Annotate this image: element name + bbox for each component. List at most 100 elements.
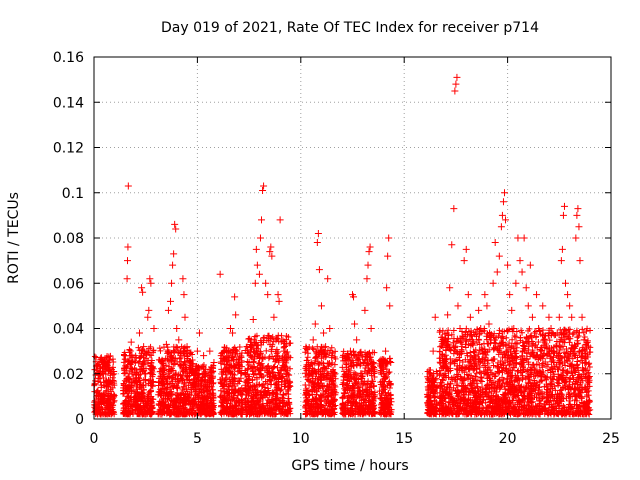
cluster-point xyxy=(135,359,142,366)
cluster-point xyxy=(208,368,215,375)
cluster-point xyxy=(174,389,181,396)
cluster-point xyxy=(191,383,198,390)
cluster-point xyxy=(175,411,182,418)
cluster-point xyxy=(131,357,138,364)
cluster-point xyxy=(165,349,172,356)
cluster-point xyxy=(192,387,199,394)
cluster-point xyxy=(109,356,116,363)
cluster-point xyxy=(110,399,117,406)
cluster-point xyxy=(234,380,241,387)
cluster-point xyxy=(159,357,166,364)
cluster-point xyxy=(184,388,191,395)
cluster-point xyxy=(171,397,178,404)
cluster-point xyxy=(131,401,138,408)
cluster-point xyxy=(98,401,105,408)
cluster-point xyxy=(155,379,162,386)
cluster-point xyxy=(95,361,102,368)
cluster-point xyxy=(125,379,132,386)
cluster-point xyxy=(210,379,217,386)
cluster-point xyxy=(201,378,208,385)
cluster-point xyxy=(138,353,145,360)
cluster-point xyxy=(101,358,108,365)
cluster-point xyxy=(106,380,113,387)
cluster-point xyxy=(108,411,115,418)
cluster-point xyxy=(163,381,170,388)
cluster-point xyxy=(149,383,156,390)
cluster-point xyxy=(147,365,154,372)
cluster-point xyxy=(210,411,217,418)
cluster-point xyxy=(185,394,192,401)
cluster-point xyxy=(180,383,187,390)
cluster-point xyxy=(125,408,132,415)
cluster-point xyxy=(188,389,195,396)
cluster-point xyxy=(129,366,136,373)
cluster-point xyxy=(124,411,131,418)
cluster-point xyxy=(124,400,131,407)
cluster-point xyxy=(206,382,213,389)
cluster-point xyxy=(131,380,138,387)
cluster-point xyxy=(158,378,165,385)
cluster-point xyxy=(170,361,177,368)
cluster-point xyxy=(103,387,110,394)
cluster-point xyxy=(134,398,141,405)
cluster-point xyxy=(168,365,175,372)
cluster-point xyxy=(174,344,181,351)
cluster-point xyxy=(169,358,176,365)
cluster-point xyxy=(149,373,156,380)
cluster-point xyxy=(164,350,171,357)
cluster-point xyxy=(120,380,127,387)
cluster-point xyxy=(120,359,127,366)
cluster-point xyxy=(158,358,165,365)
cluster-point xyxy=(162,355,169,362)
cluster-point xyxy=(157,386,164,393)
cluster-point xyxy=(167,400,174,407)
cluster-point xyxy=(182,391,189,398)
cluster-point xyxy=(139,346,146,353)
cluster-point xyxy=(180,405,187,412)
cluster-point xyxy=(138,347,145,354)
cluster-point xyxy=(91,353,98,360)
cluster-point xyxy=(140,404,147,411)
cluster-point xyxy=(110,371,117,378)
cluster-point xyxy=(179,386,186,393)
cluster-point xyxy=(157,373,164,380)
cluster-point xyxy=(123,375,130,382)
cluster-point xyxy=(122,397,129,404)
cluster-point xyxy=(133,383,140,390)
cluster-point xyxy=(143,351,150,358)
cluster-point xyxy=(171,398,178,405)
cluster-point xyxy=(146,410,153,417)
cluster-point xyxy=(139,361,146,368)
cluster-point xyxy=(136,354,143,361)
cluster-point xyxy=(157,347,164,354)
cluster-point xyxy=(198,389,205,396)
cluster-point xyxy=(217,387,224,394)
cluster-point xyxy=(135,404,142,411)
cluster-point xyxy=(141,394,148,401)
cluster-point xyxy=(155,410,162,417)
cluster-point xyxy=(194,390,201,397)
cluster-point xyxy=(165,370,172,377)
cluster-point xyxy=(157,406,164,413)
cluster-point xyxy=(191,409,198,416)
cluster-point xyxy=(193,410,200,417)
cluster-point xyxy=(181,358,188,365)
cluster-point xyxy=(172,355,179,362)
cluster-point xyxy=(163,409,170,416)
cluster-point xyxy=(136,377,143,384)
cluster-point xyxy=(203,388,210,395)
cluster-point xyxy=(162,386,169,393)
cluster-point xyxy=(174,405,181,412)
cluster-point xyxy=(135,405,142,412)
cluster-point xyxy=(193,368,200,375)
cluster-point xyxy=(156,345,163,352)
cluster-point xyxy=(168,388,175,395)
cluster-point xyxy=(124,385,131,392)
cluster-point xyxy=(139,408,146,415)
cluster-point xyxy=(191,379,198,386)
cluster-point xyxy=(207,405,214,412)
cluster-point xyxy=(155,391,162,398)
cluster-point xyxy=(209,401,216,408)
cluster-point xyxy=(140,386,147,393)
